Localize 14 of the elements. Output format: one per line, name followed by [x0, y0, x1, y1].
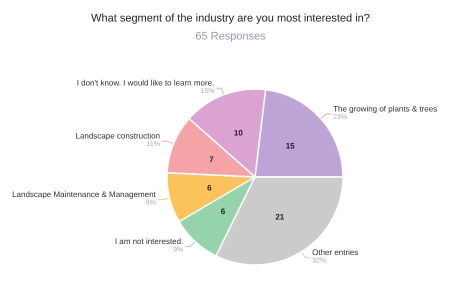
slice-label: The growing of plants & trees	[333, 104, 438, 114]
chart-subtitle: 65 Responses	[195, 30, 266, 42]
data-label: 21	[275, 212, 285, 222]
slice-label: Other entries	[312, 248, 358, 258]
data-label: 6	[220, 206, 226, 216]
data-label: 7	[209, 154, 214, 164]
slice-label: Landscape Maintenance & Management	[12, 190, 157, 200]
data-label: 10	[234, 128, 244, 138]
data-label: 15	[286, 141, 296, 150]
chart-title: What segment of the industry are you most interested in?	[91, 12, 370, 24]
slice-label: I am not interested.	[114, 237, 184, 246]
slice-label: Landscape construction	[76, 132, 160, 141]
slice-label: I don't know. I would like to learn more.	[76, 78, 214, 88]
data-label: 6	[207, 184, 212, 193]
